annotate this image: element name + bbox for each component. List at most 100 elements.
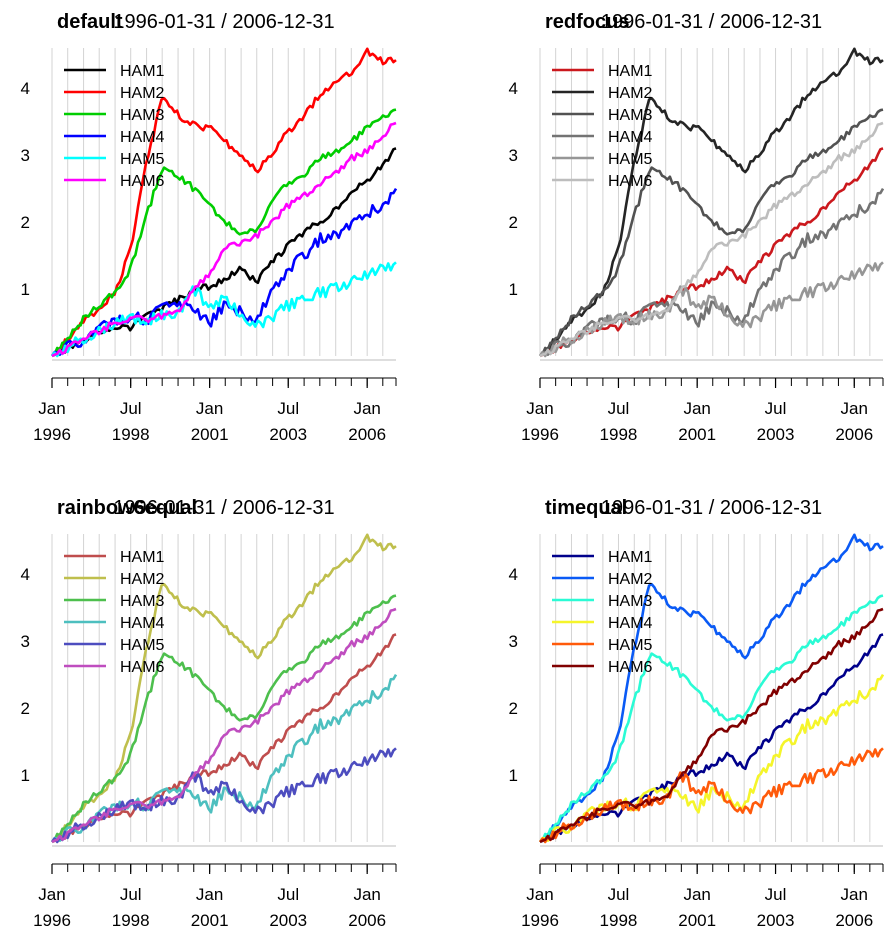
x-tick-label-year: 2003: [757, 425, 795, 444]
legend-label: HAM6: [608, 173, 653, 190]
series-line-ham3: [51, 594, 397, 844]
x-tick-label-year: 2006: [835, 425, 873, 444]
x-tick-label-month: Jul: [120, 399, 142, 418]
x-tick-label-year: 1996: [33, 425, 71, 444]
x-tick-label-year: 2003: [269, 911, 307, 930]
legend-label: HAM3: [120, 107, 165, 124]
legend-label: HAM3: [608, 107, 653, 124]
x-tick-label-month: Jul: [277, 885, 299, 904]
chart-panel-redfocus: Jan 1996 Jul 1998 Jan 2001 Jul 2003 Jan 2006 1 2 3 4 H…: [509, 11, 884, 444]
y-tick-label: 1: [509, 280, 518, 299]
chart-panel-rainbow6equal: Jan 1996 Jul 1998 Jan 2001 Jul 2003 Jan 2006 1 2 3 4 H…: [21, 497, 398, 930]
series-line-ham5: [538, 261, 884, 358]
x-tick-label-year: 2001: [678, 911, 716, 930]
y-tick-label: 2: [21, 213, 30, 232]
legend-label: HAM2: [608, 85, 653, 102]
x-tick-label-month: Jan: [526, 399, 553, 418]
series-line-ham5: [50, 261, 397, 358]
x-tick-label-month: Jul: [765, 399, 787, 418]
y-tick-label: 2: [509, 699, 518, 718]
y-tick-label: 4: [509, 565, 518, 584]
x-tick-label-month: Jan: [38, 885, 65, 904]
y-tick-label: 4: [21, 79, 30, 98]
x-tick-label-year: 2003: [757, 911, 795, 930]
x-tick-label-month: Jan: [353, 885, 380, 904]
legend-label: HAM3: [120, 593, 165, 610]
series-line-ham6: [539, 121, 884, 358]
legend-label: HAM1: [608, 63, 653, 80]
chart-panel-timequal: Jan 1996 Jul 1998 Jan 2001 Jul 2003 Jan 2006 1 2 3 4 H…: [509, 497, 884, 930]
legend-label: HAM6: [120, 659, 165, 676]
x-tick-label-month: Jan: [196, 399, 223, 418]
x-tick-label-year: 2001: [191, 911, 229, 930]
x-tick-label-month: Jul: [608, 399, 630, 418]
legend-label: HAM2: [120, 85, 165, 102]
chart-title: default: [57, 11, 123, 33]
series-line-ham1: [539, 147, 884, 358]
legend-label: HAM5: [120, 151, 165, 168]
x-tick-label-year: 1996: [521, 911, 559, 930]
legend-label: HAM3: [608, 593, 653, 610]
x-tick-label-month: Jul: [765, 885, 787, 904]
legend-label: HAM6: [120, 173, 165, 190]
x-tick-label-year: 2006: [835, 911, 873, 930]
y-tick-label: 3: [509, 632, 518, 651]
legend-label: HAM1: [120, 63, 165, 80]
x-tick-label-month: Jan: [683, 885, 710, 904]
x-tick-label-year: 2006: [348, 425, 386, 444]
x-tick-label-month: Jul: [608, 885, 630, 904]
x-tick-label-month: Jan: [841, 885, 868, 904]
y-tick-label: 1: [21, 280, 30, 299]
legend-label: HAM2: [120, 571, 165, 588]
x-tick-label-month: Jan: [683, 399, 710, 418]
y-tick-label: 2: [509, 213, 518, 232]
series-line-ham6: [51, 121, 397, 358]
x-tick-label-year: 1996: [521, 425, 559, 444]
series-line-ham6: [539, 607, 884, 844]
legend-label: HAM4: [608, 615, 653, 632]
legend-label: HAM4: [120, 129, 165, 146]
y-tick-label: 3: [21, 632, 30, 651]
x-tick-label-month: Jul: [120, 885, 142, 904]
legend-label: HAM4: [608, 129, 653, 146]
y-tick-label: 3: [21, 146, 30, 165]
chart-title: redfocus: [545, 11, 629, 33]
y-tick-label: 3: [509, 146, 518, 165]
chart-subtitle: 1996-01-31 / 2006-12-31: [113, 11, 334, 33]
series-line-ham3: [539, 594, 884, 844]
x-tick-label-year: 1998: [112, 911, 150, 930]
x-tick-label-year: 2001: [191, 425, 229, 444]
series-line-ham3: [51, 108, 397, 358]
chart-subtitle: 1996-01-31 / 2006-12-31: [113, 497, 334, 519]
chart-subtitle: 1996-01-31 / 2006-12-31: [601, 497, 822, 519]
x-tick-label-month: Jan: [38, 399, 65, 418]
legend-label: HAM2: [608, 571, 653, 588]
chart-subtitle: 1996-01-31 / 2006-12-31: [601, 11, 822, 33]
y-tick-label: 4: [509, 79, 518, 98]
y-tick-label: 1: [21, 766, 30, 785]
x-tick-label-month: Jan: [353, 399, 380, 418]
x-tick-label-year: 1996: [33, 911, 71, 930]
x-tick-label-year: 2006: [348, 911, 386, 930]
y-tick-label: 2: [21, 699, 30, 718]
legend-label: HAM5: [608, 637, 653, 654]
legend-label: HAM5: [120, 637, 165, 654]
legend-label: HAM4: [120, 615, 165, 632]
legend-label: HAM1: [120, 549, 165, 566]
legend-label: HAM6: [608, 659, 653, 676]
y-tick-label: 4: [21, 565, 30, 584]
series-line-ham5: [50, 747, 397, 844]
series-line-ham1: [51, 147, 397, 358]
chart-title: timequal: [545, 497, 627, 519]
y-tick-label: 1: [509, 766, 518, 785]
chart-title: rainbow6equal: [57, 497, 197, 519]
x-tick-label-month: Jan: [841, 399, 868, 418]
series-line-ham5: [538, 747, 884, 844]
chart-panel-default: Jan 1996 Jul 1998 Jan 2001 Jul 2003 Jan 2006 1 2 3 4 H…: [21, 11, 398, 444]
x-tick-label-month: Jan: [526, 885, 553, 904]
series-line-ham1: [51, 633, 397, 844]
x-tick-label-year: 1998: [600, 425, 638, 444]
x-tick-label-year: 1998: [112, 425, 150, 444]
